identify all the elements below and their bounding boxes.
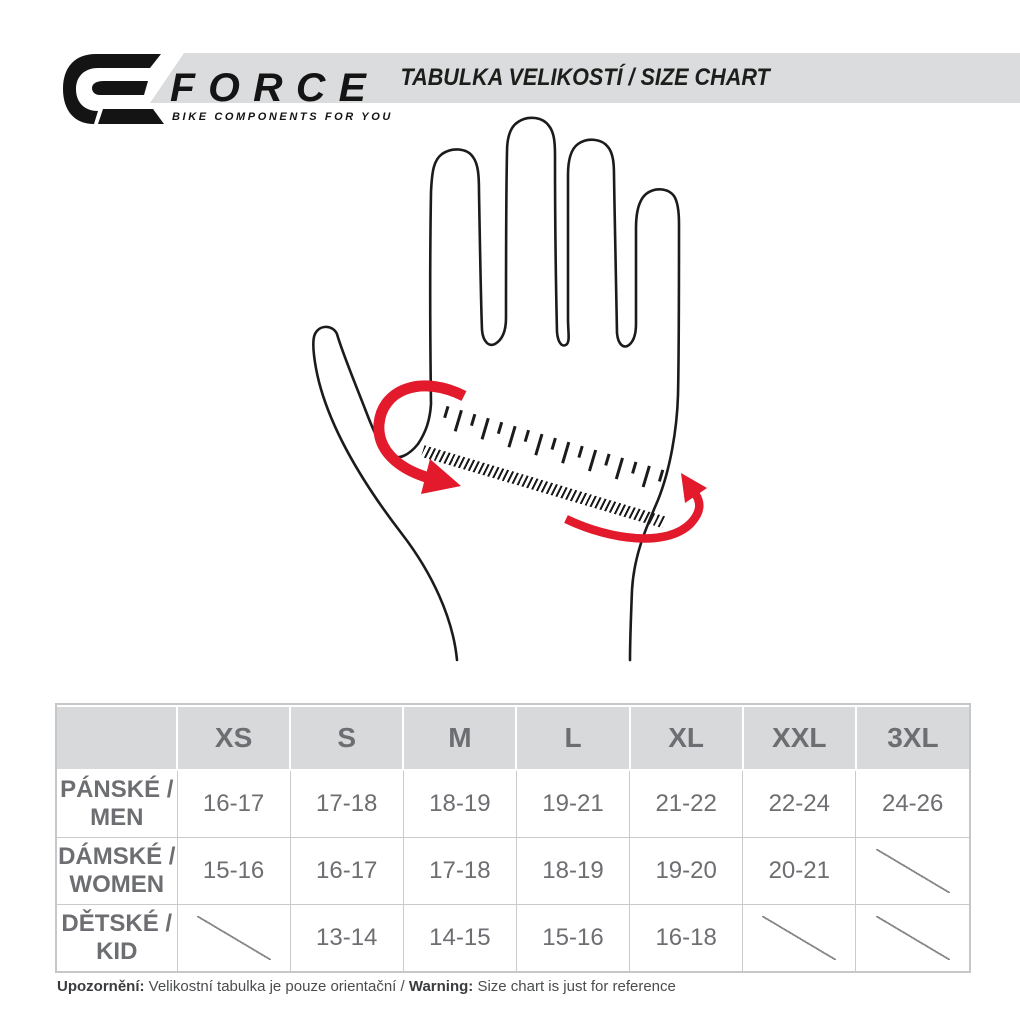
size-header-row: XS S M L XL XXL 3XL <box>57 705 969 771</box>
size-column-header: XL <box>628 705 743 771</box>
page-title: TABULKA VELIKOSTÍ / SIZE CHART <box>400 64 770 91</box>
size-value-cell: 18-19 <box>402 770 517 838</box>
footer-note-en-label: Warning: <box>408 978 474 995</box>
size-value-cell: 16-17 <box>176 770 291 838</box>
size-table-body: PÁNSKÉ / MEN 16-17 17-18 18-19 19-21 21-22 22-2… <box>57 770 969 971</box>
footer-note-cs-text: Velikostní tabulka je pouze orientační / <box>144 978 409 995</box>
size-value-cell: 16-17 <box>289 837 404 905</box>
title-bar: TABULKA VELIKOSTÍ / SIZE CHART <box>150 53 1020 103</box>
row-label: DÁMSKÉ / WOMEN <box>57 837 178 905</box>
size-column-header: XS <box>175 705 291 771</box>
not-available-slash <box>875 849 950 893</box>
size-table-row: DĚTSKÉ / KID 13-14 14-15 15-16 16-18 <box>57 904 969 971</box>
size-value-cell: 19-21 <box>515 770 631 838</box>
size-value-cell: 22-24 <box>742 770 857 838</box>
size-value-cell: 14-15 <box>402 904 517 971</box>
left-arrowhead-icon <box>421 459 461 494</box>
size-value-cell: 17-18 <box>402 837 517 905</box>
not-available-slash <box>196 916 271 960</box>
size-empty-cell <box>176 904 291 971</box>
not-available-slash <box>762 916 837 960</box>
size-empty-cell <box>855 837 969 905</box>
measure-direction-arrows <box>373 380 707 543</box>
size-table-row: DÁMSKÉ / WOMEN 15-16 16-17 17-18 18-19 19-20 20… <box>57 837 969 905</box>
size-value-cell: 18-19 <box>515 837 631 905</box>
row-label: DĚTSKÉ / KID <box>57 904 178 971</box>
footer-note: Upozornění: Velikostní tabulka je pouze … <box>57 978 676 995</box>
size-value-cell: 19-20 <box>629 837 744 905</box>
size-value-cell: 13-14 <box>289 904 404 971</box>
force-logo-wordmark: FORCE <box>170 66 380 110</box>
size-column-header: S <box>289 705 404 771</box>
size-table-row: PÁNSKÉ / MEN 16-17 17-18 18-19 19-21 21-22 22-2… <box>57 770 969 838</box>
size-value-cell: 24-26 <box>855 770 969 838</box>
right-arrowhead-icon <box>681 473 707 503</box>
size-header-corner <box>57 705 177 771</box>
not-available-slash <box>875 916 950 960</box>
size-value-cell: 17-18 <box>289 770 404 838</box>
footer-note-cs-label: Upozornění: <box>57 978 145 995</box>
force-logo: FORCE BIKE COMPONENTS FOR YOU <box>62 50 392 130</box>
right-arrow-icon <box>564 492 704 543</box>
size-empty-cell <box>742 904 857 971</box>
footer-note-en-text: Size chart is just for reference <box>473 978 676 995</box>
force-logo-icon <box>63 54 164 124</box>
size-value-cell: 16-18 <box>629 904 744 971</box>
size-empty-cell <box>855 904 969 971</box>
size-column-header: 3XL <box>854 705 969 771</box>
size-value-cell: 15-16 <box>515 904 631 971</box>
force-logo-tagline: BIKE COMPONENTS FOR YOU <box>172 111 393 123</box>
size-column-header: L <box>515 705 630 771</box>
size-column-header: M <box>402 705 517 771</box>
left-arrow-icon <box>373 380 467 483</box>
size-value-cell: 20-21 <box>742 837 857 905</box>
size-value-cell: 15-16 <box>176 837 291 905</box>
size-chart-table-wrap: XS S M L XL XXL 3XL PÁNSKÉ / MEN 16-17 17-18 18-19… <box>55 703 971 973</box>
row-label: PÁNSKÉ / MEN <box>57 770 178 838</box>
size-column-header: XXL <box>741 705 856 771</box>
size-chart-table: XS S M L XL XXL 3XL PÁNSKÉ / MEN 16-17 17-18 18-19… <box>57 705 969 971</box>
size-value-cell: 21-22 <box>629 770 744 838</box>
